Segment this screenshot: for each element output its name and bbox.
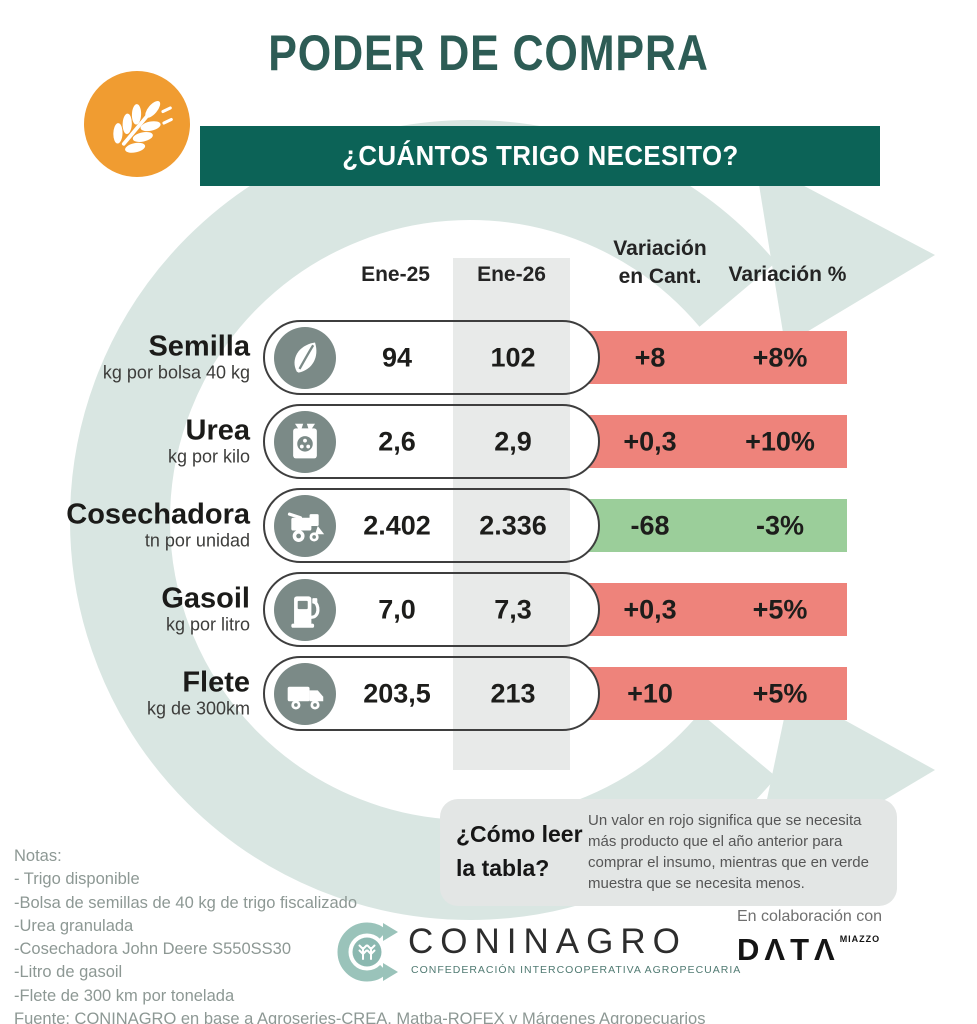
row-label: Gasoil kg por litro: [0, 582, 250, 636]
column-header-ene26: Ene-26: [477, 263, 546, 286]
wheat-icon: [84, 71, 190, 177]
leaf-icon: [274, 326, 336, 389]
value-ene25: 7,0: [378, 594, 416, 624]
how-to-read-question: ¿Cómo leer la tabla?: [456, 817, 584, 885]
page-title: PODER DE COMPRA: [268, 25, 709, 81]
row-pill: 7,0 7,3: [263, 572, 600, 647]
collaboration-label: En colaboración con: [737, 908, 882, 925]
row-unit: kg por litro: [165, 614, 250, 635]
coninagro-logo-text: CONINAGRO: [408, 922, 687, 961]
row-name: Semilla: [148, 330, 250, 363]
variation-pct: +5%: [752, 678, 808, 708]
row-pill: 94 102: [263, 320, 600, 395]
note-item: -Cosechadora John Deere S550SS30: [14, 940, 292, 959]
value-ene26: 102: [490, 342, 536, 372]
table-row-semilla: Semilla kg por bolsa 40 kg 94 102 +8 +8%: [0, 320, 977, 395]
subtitle-text: ¿CUÁNTOS TRIGO NECESITO?: [341, 140, 739, 171]
coninagro-tagline: CONFEDERACIÓN INTERCOOPERATIVA AGROPECUA…: [411, 964, 742, 976]
row-name: Gasoil: [161, 582, 250, 615]
value-ene26: 2,9: [494, 426, 532, 456]
column-header-variacion-cant: Variación en Cant.: [585, 235, 735, 291]
table-row-cosechadora: Cosechadora tn por unidad 2.402 2.336 -6…: [0, 488, 977, 563]
table-row-urea: Urea kg por kilo 2,6 2,9 +0,3 +10%: [0, 404, 977, 479]
row-label: Semilla kg por bolsa 40 kg: [0, 330, 250, 384]
row-pill: 2,6 2,9: [263, 404, 600, 479]
row-unit: kg por kilo: [167, 446, 250, 467]
fertilizer-bag-icon: [274, 410, 336, 473]
row-name: Urea: [185, 414, 251, 447]
variation-cant: +0,3: [623, 594, 677, 624]
row-label: Urea kg por kilo: [0, 414, 251, 468]
note-item: -Flete de 300 km por tonelada: [14, 986, 235, 1005]
row-name: Flete: [182, 666, 250, 699]
variation-pct: +10%: [745, 426, 815, 456]
variation-cant: +8: [634, 342, 666, 372]
data-miazzo-logo: DΛTΛMIAZZO: [737, 932, 880, 968]
how-to-read-box: ¿Cómo leer la tabla? Un valor en rojo si…: [440, 799, 897, 906]
harvester-icon: [274, 494, 336, 557]
value-ene25: 2.402: [363, 510, 431, 540]
note-item: -Litro de gasoil: [14, 963, 123, 982]
variation-pct: +5%: [752, 594, 808, 624]
variation-cant: +0,3: [623, 426, 677, 456]
note-item: -Urea granulada: [14, 916, 134, 935]
value-ene26: 7,3: [494, 594, 532, 624]
column-header-variacion-pct: Variación %: [728, 263, 847, 286]
how-to-read-line1: ¿Cómo leer: [456, 821, 583, 847]
row-pill: 203,5 213: [263, 656, 600, 731]
note-item: - Trigo disponible: [14, 870, 140, 889]
column-header-variacion-line1: Variación: [613, 237, 707, 260]
variation-bar: +10 +5%: [585, 667, 847, 720]
coninagro-logo-icon: [337, 922, 398, 982]
variation-bar: +0,3 +10%: [585, 415, 847, 468]
row-label: Flete kg de 300km: [0, 666, 250, 720]
fuel-pump-icon: [274, 578, 336, 641]
how-to-read-line2: la tabla?: [456, 855, 550, 881]
row-unit: tn por unidad: [144, 530, 250, 551]
note-item: -Bolsa de semillas de 40 kg de trigo fis…: [14, 893, 358, 912]
column-header-ene25: Ene-25: [361, 263, 430, 286]
variation-pct: -3%: [755, 510, 804, 540]
row-name: Cosechadora: [66, 498, 250, 531]
how-to-read-description: Un valor en rojo significa que se necesi…: [588, 812, 869, 892]
source-line: Fuente: CONINAGRO en base a Agroseries-C…: [14, 1010, 706, 1024]
value-ene25: 2,6: [378, 426, 416, 456]
value-ene26: 2.336: [479, 510, 547, 540]
column-header-variacion-line2: en Cant.: [618, 265, 702, 288]
row-unit: kg por bolsa 40 kg: [102, 362, 250, 383]
variation-pct: +8%: [752, 342, 808, 372]
value-ene25: 203,5: [363, 678, 431, 708]
row-unit: kg de 300km: [146, 698, 250, 719]
row-label: Cosechadora tn por unidad: [0, 498, 250, 552]
variation-bar: -68 -3%: [585, 499, 847, 552]
variation-bar: +0,3 +5%: [585, 583, 847, 636]
row-pill: 2.402 2.336: [263, 488, 600, 563]
value-ene26: 213: [490, 678, 536, 708]
data-logo-text: DΛTΛ: [737, 932, 840, 967]
value-ene25: 94: [381, 342, 413, 372]
notes-title: Notas:: [14, 847, 62, 865]
data-logo-sup: MIAZZO: [839, 934, 881, 944]
truck-icon: [274, 662, 336, 725]
variation-cant: +10: [627, 678, 673, 708]
table-row-flete: Flete kg de 300km 203,5 213 +10 +5%: [0, 656, 977, 731]
subtitle-banner: ¿CUÁNTOS TRIGO NECESITO?: [200, 126, 880, 186]
table-row-gasoil: Gasoil kg por litro 7,0 7,3 +0,3 +5%: [0, 572, 977, 647]
notes-block: Notas: - Trigo disponible -Bolsa de semi…: [14, 845, 705, 1024]
variation-cant: -68: [630, 510, 670, 540]
variation-bar: +8 +8%: [585, 331, 847, 384]
